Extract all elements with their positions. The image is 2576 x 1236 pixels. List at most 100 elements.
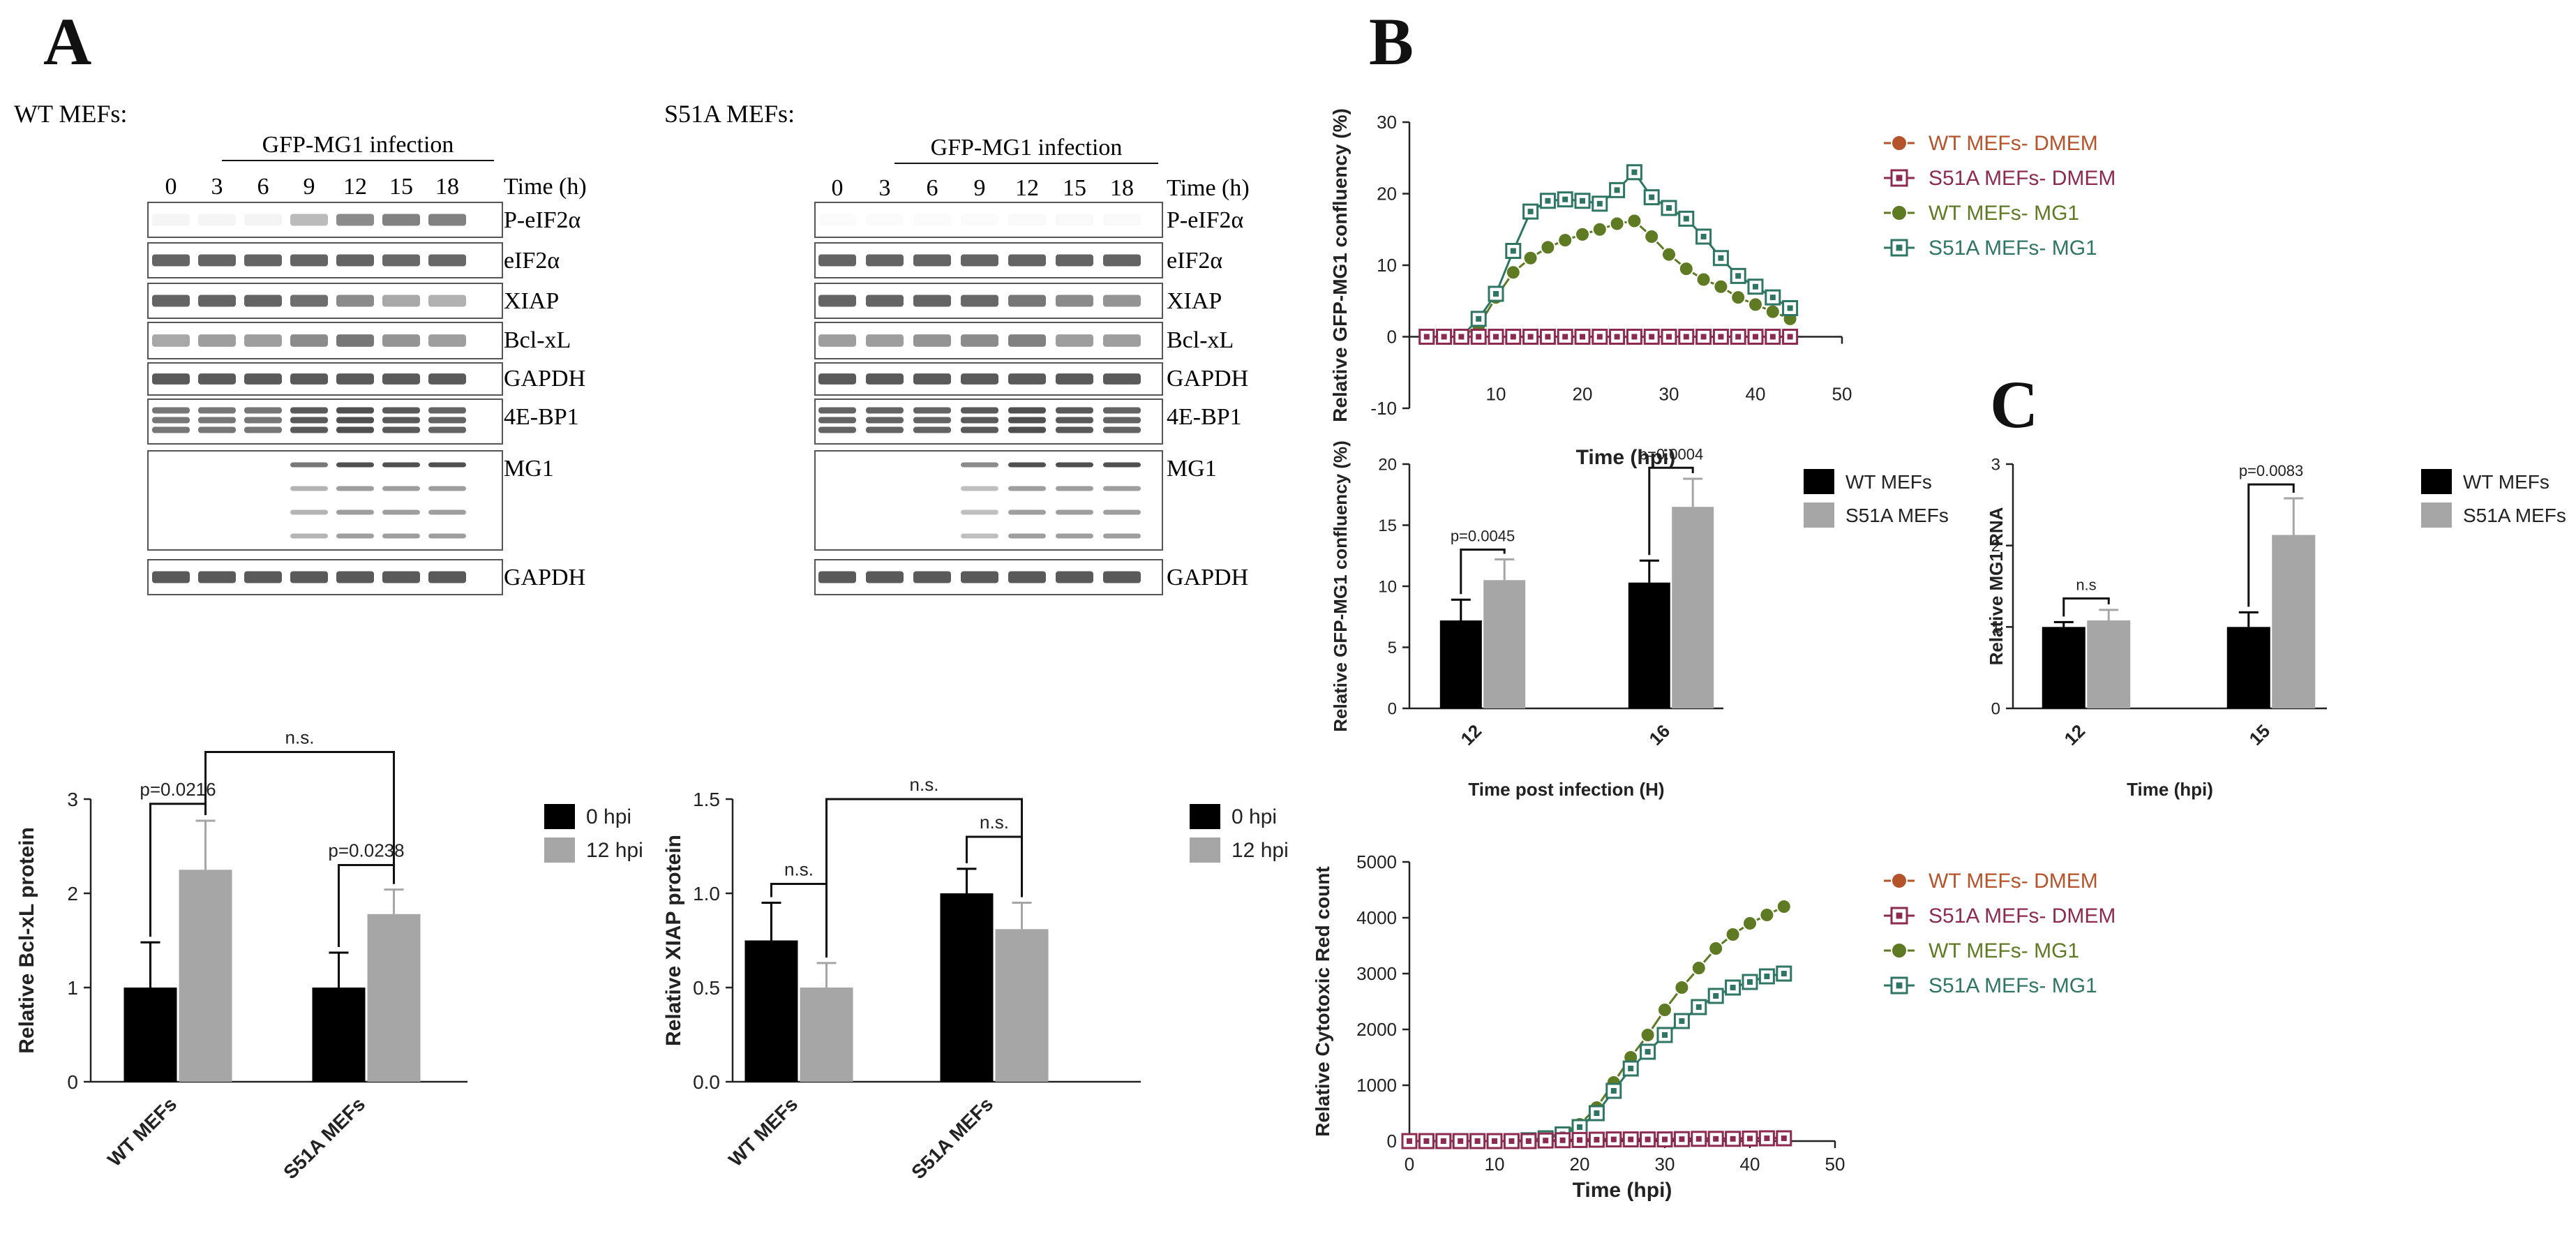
bar	[123, 988, 177, 1082]
blot-band	[961, 571, 998, 583]
blot-band	[428, 571, 466, 583]
y-tick-label: 20	[1378, 455, 1397, 474]
blot-band	[913, 334, 951, 347]
data-point-center	[1559, 1137, 1566, 1143]
blot-band	[244, 214, 282, 226]
y-axis-title: Relative GFP-MG1 confluency (%)	[1329, 108, 1351, 422]
legend-label: WT MEFs	[2463, 471, 2549, 493]
data-point-center	[1718, 255, 1724, 261]
blot-band	[1056, 509, 1093, 515]
blot-band	[336, 533, 374, 539]
blot-band	[244, 407, 282, 414]
data-point	[1640, 1027, 1656, 1043]
blot-band	[198, 426, 236, 433]
blot-band	[1056, 334, 1093, 347]
data-point	[1891, 872, 1908, 889]
legend-swatch	[2421, 469, 2452, 494]
blot-band	[1056, 407, 1093, 414]
data-point-center	[1700, 334, 1707, 340]
blot-band	[1056, 417, 1093, 424]
blot-band	[913, 426, 951, 433]
blot-band	[382, 254, 420, 267]
blot-band	[198, 214, 236, 226]
blot-band	[198, 295, 236, 307]
data-point-center	[1781, 1136, 1787, 1141]
blot-row-label: XIAP	[1167, 288, 1222, 314]
legend-label: S51A MEFs- MG1	[1929, 974, 2097, 997]
x-category-label: S51A MEFs	[279, 1093, 369, 1183]
data-point	[1609, 216, 1625, 232]
data-point	[1759, 907, 1775, 923]
blot-band	[336, 486, 374, 491]
time-label: 3	[211, 174, 223, 200]
y-tick-label: 20	[1377, 184, 1397, 204]
data-point-center	[1764, 1136, 1770, 1141]
legend-label: S51A MEFs- DMEM	[1929, 904, 2116, 928]
data-point	[1674, 980, 1690, 995]
blot-band	[866, 417, 904, 424]
blot-band	[290, 334, 328, 347]
legend-label: 0 hpi	[586, 805, 631, 828]
blot-band	[428, 486, 466, 491]
y-tick-label: -10	[1370, 398, 1397, 419]
blot-band	[1103, 533, 1141, 539]
y-tick-label: 2	[1991, 537, 2000, 556]
y-tick-label: 0.5	[693, 977, 720, 999]
data-point-center	[1610, 1088, 1617, 1094]
time-label: 9	[304, 174, 315, 200]
y-tick-label: 5	[1388, 639, 1397, 657]
blot-band	[818, 426, 856, 433]
x-category-label: WT MEFs	[724, 1093, 802, 1170]
x-tick-label: 20	[1573, 384, 1593, 405]
blot-band	[913, 295, 951, 307]
blot-band	[336, 417, 374, 424]
x-tick-label: 10	[1486, 384, 1506, 405]
y-tick-label: 2	[67, 883, 78, 904]
y-tick-label: 0.0	[693, 1071, 720, 1093]
blot-row-label: eIF2α	[1167, 248, 1222, 274]
x-tick-label: 20	[1570, 1154, 1590, 1175]
data-point-center	[1700, 234, 1707, 239]
data-point-center	[1492, 1138, 1497, 1144]
blot-band	[1103, 486, 1141, 491]
blot-row-label: GAPDH	[1167, 565, 1248, 590]
blot-band	[818, 295, 856, 307]
blot-band	[428, 533, 466, 539]
x-category-label: S51A MEFs	[907, 1093, 997, 1183]
blot-band	[290, 417, 328, 424]
blot-band	[336, 334, 374, 347]
data-point-center	[1493, 334, 1499, 340]
significance-label: p=0.0083	[2239, 462, 2303, 479]
data-point-center	[1718, 334, 1724, 340]
blot-band	[961, 214, 998, 226]
blot-band	[244, 295, 282, 307]
blot-band	[866, 373, 904, 385]
x-tick-label: 10	[1485, 1154, 1505, 1175]
blot-band	[1008, 533, 1046, 539]
chart-confluency_time: -10 0 10 20 30 Relative GFP-MG1 confluency (%…	[1329, 108, 2116, 469]
blot-band	[244, 417, 282, 424]
blot-band	[428, 254, 466, 267]
significance-bracket	[204, 751, 396, 884]
blot-band	[336, 407, 374, 414]
blot-band	[382, 214, 420, 226]
blot-band	[1103, 571, 1141, 583]
data-point-center	[1645, 1049, 1651, 1055]
blot-band	[1056, 373, 1093, 385]
y-tick-label: 30	[1377, 112, 1397, 133]
blot-band	[1103, 417, 1141, 424]
blot-band	[290, 533, 328, 539]
blot-band	[961, 295, 998, 307]
blot-band	[198, 417, 236, 424]
blot-band	[1056, 462, 1093, 468]
data-point-center	[1753, 334, 1758, 340]
data-point	[1748, 297, 1763, 313]
legend-label: WT MEFs- MG1	[1929, 939, 2079, 962]
blot-band	[382, 373, 420, 385]
blot-band	[290, 462, 328, 468]
blot-band	[961, 334, 998, 347]
time-label: 15	[1063, 175, 1086, 201]
blot-band	[1103, 214, 1141, 226]
